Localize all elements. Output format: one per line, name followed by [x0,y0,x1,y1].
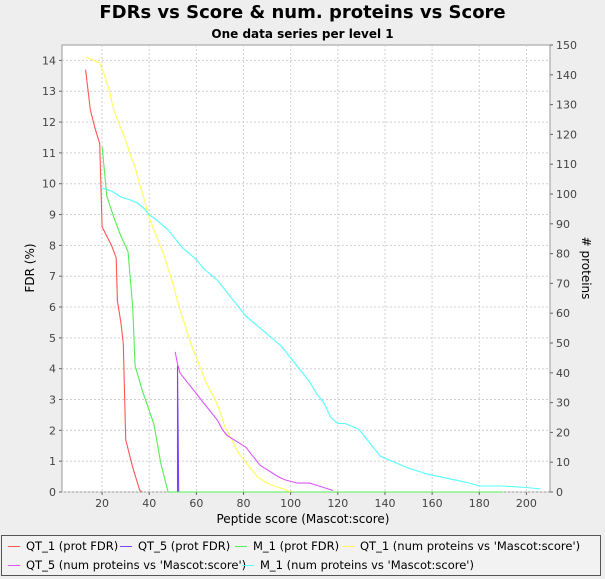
legend-item-qt5-num: QT_5 (num proteins vs 'Mascot:score') [8,558,246,572]
y-right-tick-label: 0 [556,486,563,499]
legend: QT_1 (prot FDR) QT_5 (prot FDR) M_1 (pro… [1,535,601,576]
y-left-tick-label: 12 [42,116,56,129]
y-right-tick-label: 90 [556,218,570,231]
legend-label: M_1 (num proteins vs 'Mascot:score') [260,558,474,572]
y-left-tick-label: 14 [42,54,56,67]
x-tick-label: 200 [516,497,537,510]
y-left-tick-label: 13 [42,85,56,98]
legend-label: QT_5 (prot FDR) [138,539,231,553]
legend-swatch-m1-fdr [235,545,247,547]
y-left-tick-label: 6 [49,301,56,314]
x-tick-label: 60 [189,497,203,510]
y-right-tick-label: 40 [556,367,570,380]
chart-title: FDRs vs Score & num. proteins vs Score [99,2,506,23]
x-tick-label: 180 [469,497,490,510]
y-right-tick-label: 50 [556,337,570,350]
x-tick-label: 160 [422,497,443,510]
legend-swatch-qt5-fdr [120,545,132,547]
y-right-tick-label: 110 [556,158,577,171]
y-left-tick-label: 5 [49,332,56,345]
y-right-tick-label: 10 [556,456,570,469]
legend-label: QT_1 (num proteins vs 'Mascot:score') [360,539,581,553]
series-line-5 [101,187,541,490]
y-right-tick-label: 130 [556,99,577,112]
y-left-tick-label: 8 [49,239,56,252]
x-tick-label: 40 [142,497,156,510]
series-lines [85,56,541,493]
series-line-0 [85,69,143,493]
y-right-tick-label: 120 [556,128,577,141]
x-tick-label: 120 [327,497,348,510]
legend-label: QT_5 (num proteins vs 'Mascot:score') [26,558,247,572]
y-right-tick-label: 60 [556,307,570,320]
y-left-tick-label: 10 [42,178,56,191]
x-tick-label: 140 [374,497,395,510]
y-left-tick-label: 7 [49,270,56,283]
x-tick-label: 100 [280,497,301,510]
legend-item-qt1-num: QT_1 (num proteins vs 'Mascot:score') [342,539,580,553]
series-line-3 [85,56,291,493]
y-left-tick-label: 11 [42,147,56,160]
y-axis-right: 0 10 20 30 40 50 60 70 80 90 100 110 120 130 140 150 [550,39,577,499]
y-left-tick-label: 9 [49,209,56,222]
legend-label: QT_1 (prot FDR) [26,539,119,553]
y-right-tick-label: 150 [556,39,577,52]
legend-item-qt5-fdr: QT_5 (prot FDR) [120,539,230,553]
y-axis-left-label: FDR (%) [23,243,37,292]
x-tick-label: 80 [237,497,251,510]
y-right-tick-label: 100 [556,188,577,201]
y-right-tick-label: 30 [556,397,570,410]
y-right-tick-label: 80 [556,248,570,261]
series-line-4 [174,351,334,492]
legend-swatch-qt1-num [342,545,354,547]
y-left-tick-label: 4 [49,363,56,376]
y-left-tick-label: 0 [49,486,56,499]
chart-plot: 20 40 60 80 100 120 140 160 180 200 0123456789101… [23,39,593,526]
legend-item-m1-fdr: M_1 (prot FDR) [235,539,339,553]
legend-swatch-qt1-fdr [8,545,20,547]
y-axis-right-label: # proteins [579,237,593,300]
y-left-tick-label: 3 [49,394,56,407]
plot-background [61,44,551,493]
series-line-2 [101,146,503,493]
x-axis-label: Peptide score (Mascot:score) [217,512,390,526]
y-right-tick-label: 20 [556,426,570,439]
x-tick-label: 20 [95,497,109,510]
y-right-tick-label: 140 [556,69,577,82]
legend-label: M_1 (prot FDR) [253,539,340,553]
y-left-tick-label: 2 [49,424,56,437]
y-right-tick-label: 70 [556,277,570,290]
legend-item-qt1-fdr: QT_1 (prot FDR) [8,539,118,553]
chart-subtitle: One data series per level 1 [211,27,394,41]
legend-swatch-m1-num [242,564,254,566]
legend-item-m1-num: M_1 (num proteins vs 'Mascot:score') [242,558,474,572]
legend-swatch-qt5-num [8,564,20,566]
x-axis: 20 40 60 80 100 120 140 160 180 200 [95,492,537,510]
grid-lines [62,45,550,493]
y-left-tick-label: 1 [49,455,56,468]
